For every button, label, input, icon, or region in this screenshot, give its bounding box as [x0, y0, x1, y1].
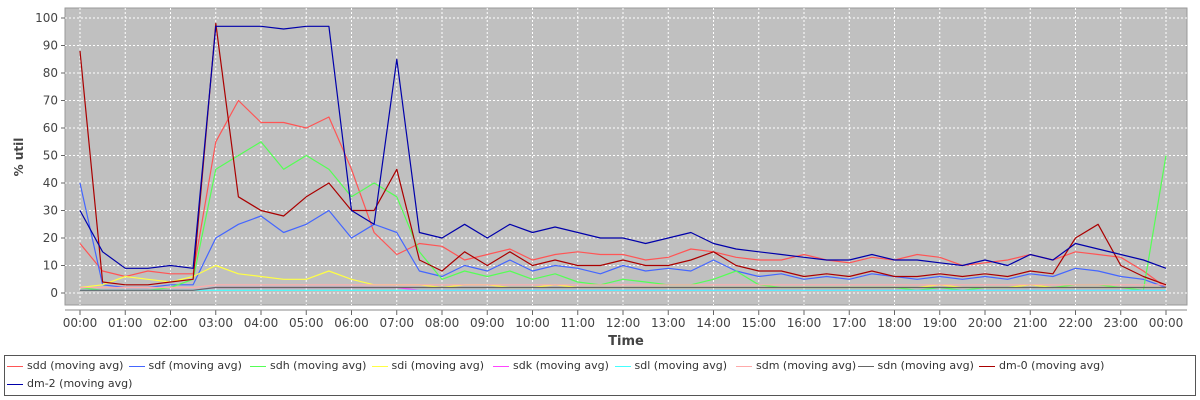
legend-swatch — [979, 365, 995, 367]
legend-label: sdh (moving avg) — [270, 359, 367, 372]
x-tick-label: 02:00 — [153, 316, 188, 330]
y-tick-label: 70 — [43, 94, 58, 108]
y-axis: 0 10 20 30 40 50 60 70 80 90 100 — [35, 11, 65, 300]
legend-item: sdh (moving avg) — [250, 358, 366, 374]
x-tick-label: 03:00 — [198, 316, 233, 330]
x-tick-label: 17:00 — [832, 316, 867, 330]
legend-swatch — [128, 365, 145, 367]
x-tick-label: 05:00 — [289, 316, 324, 330]
line-chart: 0 10 20 30 40 50 60 70 80 90 100 00:00 01:00 02:00 03… — [12, 7, 1188, 349]
legend-swatch — [736, 365, 752, 367]
x-tick-label: 10:00 — [515, 316, 550, 330]
legend-label: dm-2 (moving avg) — [27, 377, 133, 390]
y-tick-label: 80 — [43, 66, 58, 80]
x-tick-label: 20:00 — [968, 316, 1003, 330]
x-tick-label: 07:00 — [379, 316, 414, 330]
legend-item: sdk (moving avg) — [493, 358, 609, 374]
legend-swatch — [857, 365, 874, 367]
x-tick-label: 18:00 — [877, 316, 912, 330]
legend-label: sdm (moving avg) — [756, 359, 857, 372]
x-tick-label: 01:00 — [108, 316, 143, 330]
x-tick-label: 22:00 — [1058, 316, 1093, 330]
x-tick-label: 09:00 — [470, 316, 505, 330]
x-tick-label: 00:00 — [63, 316, 98, 330]
x-tick-label: 16:00 — [787, 316, 822, 330]
legend-swatch — [7, 383, 23, 385]
x-tick-label: 06:00 — [334, 316, 369, 330]
x-tick-label: 19:00 — [922, 316, 957, 330]
legend-item: sdi (moving avg) — [371, 358, 485, 374]
series-line-sdn — [80, 286, 1166, 291]
y-tick-label: 10 — [43, 259, 58, 273]
series-line-dm-0 — [79, 22, 1167, 286]
y-tick-label: 30 — [43, 204, 58, 218]
legend-label: sdn (moving avg) — [877, 359, 974, 372]
series-line-sdm — [80, 284, 1166, 289]
legend-item: sdf (moving avg) — [128, 358, 242, 374]
legend-label: sdl (moving avg) — [634, 359, 728, 372]
legend-label: sdf (moving avg) — [148, 359, 242, 372]
y-tick-label: 100 — [35, 11, 58, 25]
x-tick-label: 15:00 — [741, 316, 776, 330]
legend-label: dm-0 (moving avg) — [999, 359, 1105, 372]
x-axis-label: Time — [608, 334, 644, 349]
legend-swatch — [493, 365, 509, 367]
legend-item: dm-0 (moving avg) — [979, 358, 1104, 374]
x-tick-label: 21:00 — [1013, 316, 1048, 330]
legend-item: sdn (moving avg) — [857, 358, 974, 374]
x-tick-label: 13:00 — [651, 316, 686, 330]
x-tick-label: 11:00 — [560, 316, 595, 330]
legend-swatch — [371, 365, 388, 367]
x-tick-label: 14:00 — [696, 316, 731, 330]
series-group — [79, 22, 1167, 291]
series-line-sdf — [79, 182, 1167, 289]
legend-item: dm-2 (moving avg) — [7, 376, 132, 392]
series-line-dm-2 — [79, 25, 1167, 269]
legend-label: sdd (moving avg) — [27, 359, 124, 372]
x-tick-label: 08:00 — [425, 316, 460, 330]
x-axis: 00:00 01:00 02:00 03:00 04:00 05:00 06:00 07:00… — [63, 309, 1187, 330]
legend-item: sdm (moving avg) — [736, 358, 856, 374]
x-tick-label: 00:00 — [1149, 316, 1184, 330]
y-tick-label: 0 — [50, 286, 58, 300]
legend-swatch — [250, 365, 266, 367]
legend-item: sdl (moving avg) — [614, 358, 728, 374]
legend-label: sdi (moving avg) — [391, 359, 485, 372]
legend-item: sdd (moving avg) — [7, 358, 123, 374]
legend: sdd (moving avg) sdf (moving avg) sdh (mov… — [4, 355, 1196, 396]
y-tick-label: 90 — [43, 39, 58, 53]
y-tick-label: 20 — [43, 231, 58, 245]
y-axis-label: % util — [12, 138, 26, 177]
y-tick-label: 50 — [43, 149, 58, 163]
series-line-sdd — [79, 99, 1167, 288]
legend-swatch — [614, 365, 631, 367]
y-tick-label: 40 — [43, 176, 58, 190]
x-tick-label: 04:00 — [244, 316, 279, 330]
legend-swatch — [7, 365, 23, 367]
x-tick-label: 12:00 — [606, 316, 641, 330]
y-tick-label: 60 — [43, 121, 58, 135]
x-tick-label: 23:00 — [1103, 316, 1138, 330]
legend-label: sdk (moving avg) — [513, 359, 609, 372]
